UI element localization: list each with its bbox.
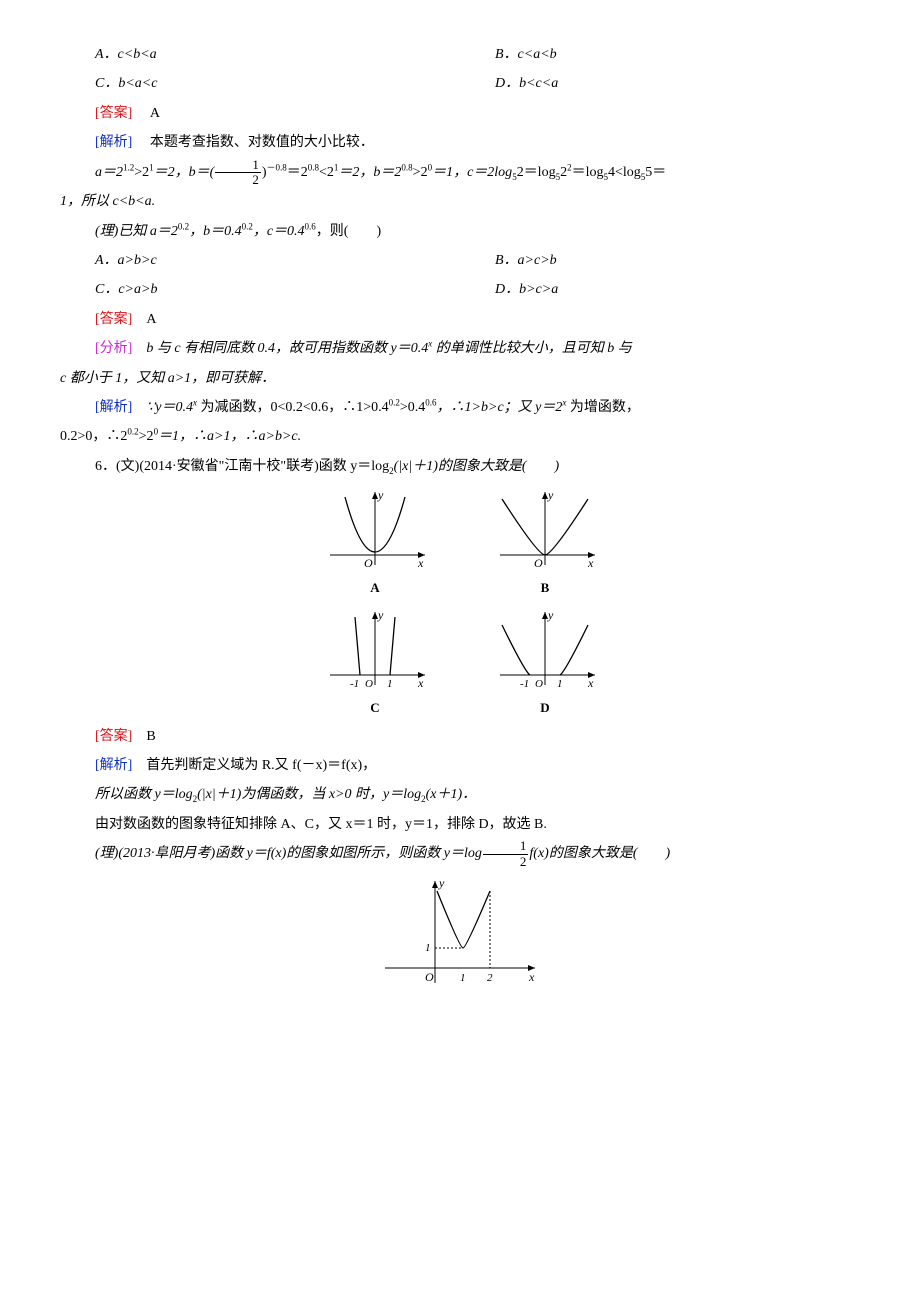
svg-text:y: y [438, 876, 445, 890]
q6w-answer: [答案] B [60, 722, 860, 751]
fig-label-c: C [370, 694, 379, 721]
answer-label: [答案] [95, 729, 132, 744]
svg-text:y: y [377, 608, 384, 622]
q-prev-opts-row1: A．c<b<a B．c<a<b [60, 40, 860, 69]
q-prev-jx-intro: [解析] 本题考查指数、对数值的大小比较． [60, 128, 860, 157]
svg-text:-1: -1 [520, 678, 529, 690]
svg-text:1: 1 [460, 972, 466, 984]
graph-a: y x O [320, 487, 430, 572]
fenxi-label: [分析] [95, 341, 132, 356]
q6l-stem: (理)(2013·阜阳月考)函数 y＝f(x)的图象如图所示，则函数 y＝log… [60, 839, 860, 869]
q-li-opts-row1: A．a>b>c B．a>c>b [60, 246, 860, 275]
svg-text:1: 1 [557, 678, 563, 690]
svg-text:O: O [365, 678, 373, 690]
analysis-label: [解析] [95, 135, 132, 150]
opt-d: D．b<c<a [460, 69, 860, 98]
svg-text:1: 1 [425, 942, 431, 954]
opt-c: C．b<a<c [60, 69, 460, 98]
svg-text:y: y [377, 488, 384, 502]
fig-b: y x O B [490, 487, 600, 601]
answer-value: B [146, 729, 155, 744]
svg-text:x: x [528, 970, 535, 984]
svg-text:y: y [547, 608, 554, 622]
svg-text:1: 1 [387, 678, 393, 690]
q6w-figs-row1: y x O A y x O B [60, 487, 860, 601]
q-li-fenxi: [分析] b 与 c 有相同底数 0.4，故可用指数函数 y＝0.4x 的单调性… [60, 334, 860, 363]
svg-text:x: x [417, 676, 424, 690]
jx-intro-text: 本题考查指数、对数值的大小比较． [136, 135, 374, 150]
svg-text:O: O [534, 556, 543, 570]
q6w-figs-row2: y x O -1 1 C y x O -1 1 D [60, 607, 860, 721]
fig-d: y x O -1 1 D [490, 607, 600, 721]
fig-label-a: A [370, 574, 379, 601]
q-prev-jx-math: a＝21.2>21＝2，b＝(12)－0.8＝20.8<21＝2，b＝20.8>… [60, 158, 860, 188]
q-li-jx: [解析] ∵y＝0.4x 为减函数，0<0.2<0.6，∴1>0.40.2>0.… [60, 393, 860, 422]
svg-text:O: O [535, 678, 543, 690]
svg-text:x: x [417, 556, 424, 570]
svg-text:-1: -1 [350, 678, 359, 690]
q-li-jx-l2: 0.2>0，∴20.2>20＝1，∴a>1，∴a>b>c. [60, 422, 860, 451]
q-prev-jx-line3: 1，所以 c<b<a. [60, 187, 860, 216]
opt-a: A．c<b<a [60, 40, 460, 69]
analysis-label: [解析] [95, 758, 132, 773]
q-prev-opts-row2: C．b<a<c D．b<c<a [60, 69, 860, 98]
opt-a: A．a>b>c [60, 246, 460, 275]
answer-label: [答案] [95, 106, 132, 121]
svg-text:O: O [425, 970, 434, 984]
q-li-stem: (理)已知 a＝20.2，b＝0.40.2，c＝0.40.6，则( ) [60, 217, 860, 246]
q6w-jx1: [解析] 首先判断定义域为 R.又 f(－x)＝f(x)， [60, 751, 860, 780]
svg-text:y: y [547, 488, 554, 502]
graph-c: y x O -1 1 [320, 607, 430, 692]
fig-c: y x O -1 1 C [320, 607, 430, 721]
q-prev-answer: [答案] A [60, 99, 860, 128]
q6w-jx3: 由对数函数的图象特征知排除 A、C，又 x＝1 时，y＝1，排除 D，故选 B. [60, 810, 860, 839]
graph-given: y x O 1 1 2 [375, 873, 545, 993]
q6l-fig: y x O 1 1 2 [60, 873, 860, 993]
q-li-opts-row2: C．c>a>b D．b>c>a [60, 275, 860, 304]
q6w-jx2: 所以函数 y＝log2(|x|＋1)为偶函数，当 x>0 时，y＝log2(x＋… [60, 780, 860, 809]
q6w-stem: 6．(文)(2014·安徽省"江南十校"联考)函数 y＝log2(|x|＋1)的… [60, 452, 860, 481]
answer-value: A [146, 312, 156, 327]
opt-b: B．c<a<b [460, 40, 860, 69]
answer-label: [答案] [95, 312, 132, 327]
opt-d: D．b>c>a [460, 275, 860, 304]
svg-text:O: O [364, 556, 373, 570]
opt-c: C．c>a>b [60, 275, 460, 304]
graph-b: y x O [490, 487, 600, 572]
opt-b: B．a>c>b [460, 246, 860, 275]
fig-label-b: B [541, 574, 550, 601]
svg-text:2: 2 [487, 972, 493, 984]
fig-label-d: D [540, 694, 549, 721]
answer-value: A [136, 106, 160, 121]
graph-d: y x O -1 1 [490, 607, 600, 692]
fig-a: y x O A [320, 487, 430, 601]
q-li-fenxi-l2: c 都小于 1，又知 a>1，即可获解． [60, 364, 860, 393]
analysis-label: [解析] [95, 400, 132, 415]
svg-text:x: x [587, 556, 594, 570]
q-li-answer: [答案] A [60, 305, 860, 334]
svg-text:x: x [587, 676, 594, 690]
